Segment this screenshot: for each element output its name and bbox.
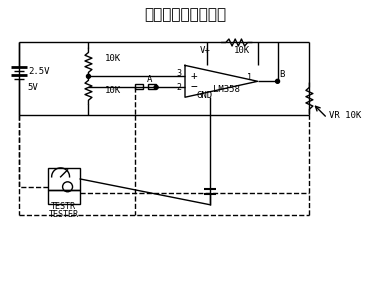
- Bar: [148, 84, 156, 89]
- Text: 3: 3: [176, 69, 181, 78]
- Bar: [47, 190, 79, 204]
- Bar: [135, 84, 143, 89]
- Text: −: −: [191, 82, 197, 92]
- Text: 2.5V: 2.5V: [28, 67, 49, 76]
- Circle shape: [276, 79, 279, 83]
- Text: シュミット回路実験: シュミット回路実験: [144, 7, 226, 22]
- Text: 5V: 5V: [27, 83, 38, 92]
- Text: V+: V+: [200, 46, 210, 55]
- Text: 10K: 10K: [104, 86, 121, 95]
- Text: B: B: [279, 70, 285, 79]
- Text: TESTR: TESTR: [51, 202, 76, 211]
- Text: TESTER: TESTER: [49, 210, 79, 219]
- Text: VR 10K: VR 10K: [329, 111, 362, 120]
- Text: 10K: 10K: [234, 46, 250, 55]
- Circle shape: [154, 85, 158, 89]
- Text: 10K: 10K: [104, 54, 121, 63]
- Text: 2: 2: [176, 83, 181, 92]
- Text: 1: 1: [247, 73, 252, 82]
- Text: +: +: [191, 71, 197, 81]
- Text: A: A: [147, 75, 152, 84]
- Text: LM358: LM358: [213, 85, 240, 94]
- Circle shape: [86, 74, 91, 78]
- Bar: [47, 168, 79, 190]
- Text: GND: GND: [197, 91, 213, 100]
